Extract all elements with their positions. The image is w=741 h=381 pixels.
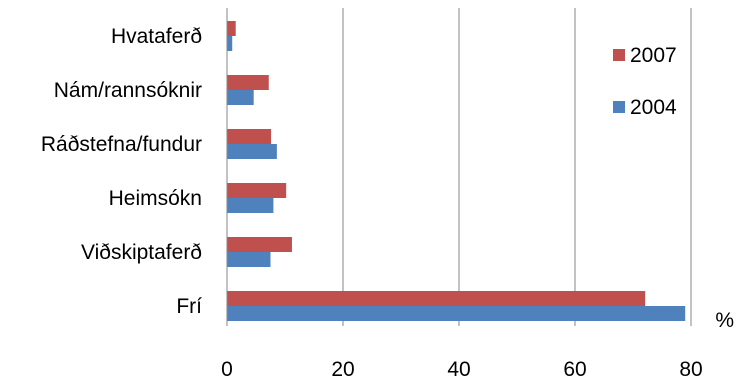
x-tick-label: 20 — [331, 358, 354, 381]
unit-label: % — [715, 309, 734, 332]
legend-item: 2007 — [613, 44, 677, 67]
legend-item: 2004 — [613, 96, 677, 119]
bar-2004-5 — [227, 306, 686, 321]
x-tick-label: 0 — [221, 358, 233, 381]
category-label: Hvataferð — [111, 25, 202, 48]
gridlines — [342, 8, 692, 326]
bar-2004-4 — [227, 252, 271, 267]
bar-2004-1 — [227, 90, 254, 105]
category-label: Viðskiptaferð — [81, 241, 202, 264]
legend: 2007 2004 — [613, 44, 677, 119]
x-tick-labels: 0 20 40 60 80 — [221, 358, 703, 381]
category-labels: Hvataferð Nám/rannsóknir Ráðstefna/fundur H… — [41, 25, 202, 318]
category-label: Ráðstefna/fundur — [41, 133, 202, 156]
legend-label: 2007 — [630, 44, 677, 67]
bar-2004-3 — [227, 198, 274, 213]
x-tick-label: 40 — [447, 358, 470, 381]
bar-2007-0 — [227, 21, 236, 36]
bar-2007-2 — [227, 129, 272, 144]
bar-2007-1 — [227, 75, 269, 90]
bar-2007-4 — [227, 237, 292, 252]
legend-swatch-2004 — [613, 101, 625, 113]
legend-label: 2004 — [630, 96, 677, 119]
bar-2007-3 — [227, 183, 287, 198]
category-label: Nám/rannsóknir — [54, 79, 202, 102]
category-label: Heimsókn — [109, 187, 202, 210]
legend-swatch-2007 — [613, 49, 625, 61]
bars — [227, 21, 686, 321]
x-tick-label: 80 — [679, 358, 702, 381]
bar-2004-2 — [227, 144, 277, 159]
bar-2004-0 — [227, 36, 233, 51]
x-tick-label: 60 — [563, 358, 586, 381]
category-label: Frí — [176, 295, 202, 318]
bar-2007-5 — [227, 291, 646, 306]
